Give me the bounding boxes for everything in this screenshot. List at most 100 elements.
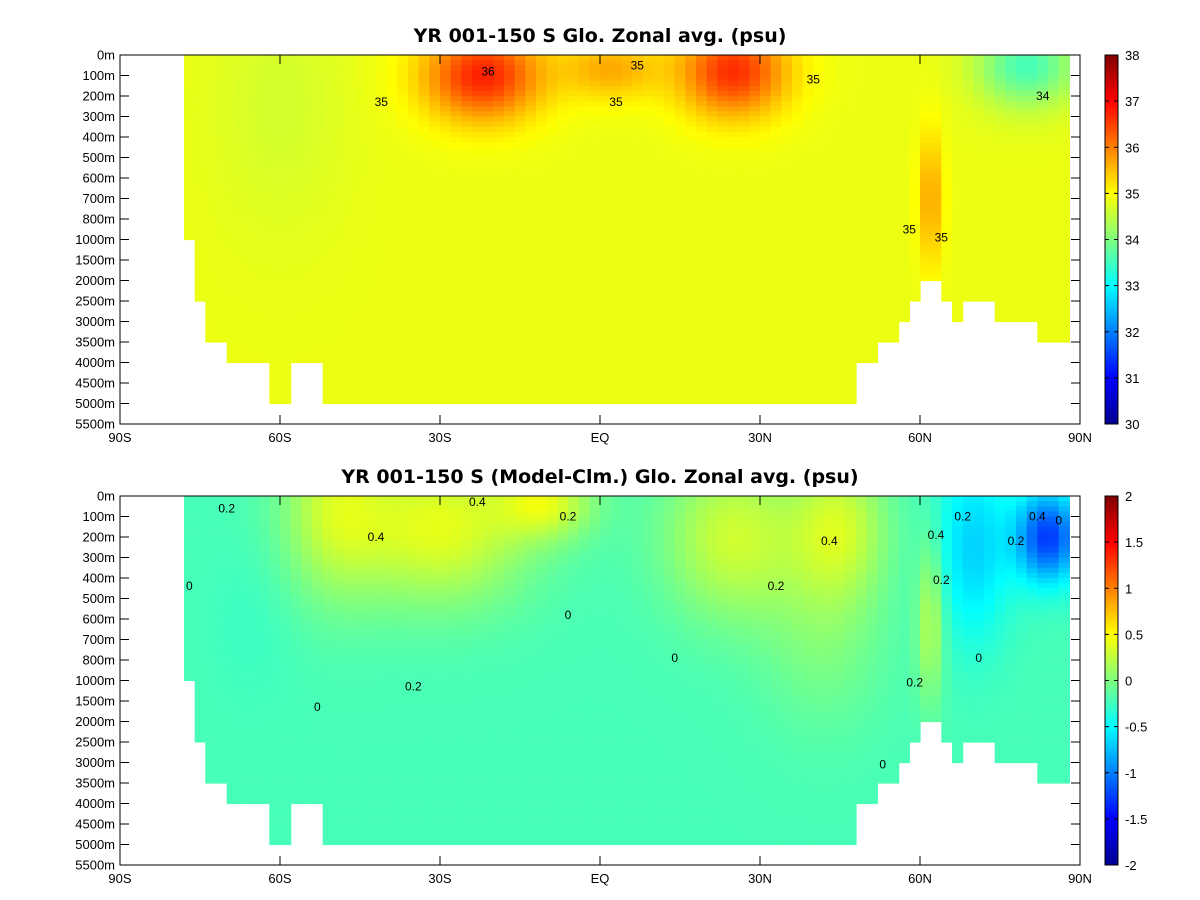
field-cell: [482, 137, 494, 143]
field-cell: [386, 111, 398, 118]
field-cell: [184, 157, 196, 164]
field-cell: [216, 121, 228, 128]
field-cell: [845, 254, 857, 261]
field-cell: [408, 116, 420, 123]
field-cell: [493, 249, 505, 256]
field-cell: [738, 188, 750, 194]
field-cell: [824, 239, 836, 246]
field-cell: [834, 213, 846, 220]
field-cell: [642, 342, 654, 348]
field-cell: [664, 90, 676, 97]
field-cell: [941, 96, 953, 102]
field-cell: [856, 224, 868, 230]
field-cell: [696, 60, 708, 66]
field-cell: [354, 249, 366, 256]
field-cell: [984, 193, 996, 200]
field-cell: [1016, 311, 1028, 317]
field-cell: [813, 254, 825, 261]
field-cell: [845, 362, 857, 369]
field-cell: [322, 157, 334, 164]
field-cell: [440, 336, 452, 343]
field-cell: [866, 75, 878, 82]
field-cell: [802, 270, 814, 276]
field-cell: [258, 90, 270, 97]
field-cell: [301, 142, 313, 148]
field-cell: [386, 126, 398, 133]
field-cell: [333, 208, 345, 215]
field-cell: [962, 260, 974, 266]
field-cell: [514, 111, 526, 118]
field-cell: [685, 60, 697, 66]
field-cell: [770, 213, 782, 220]
field-cell: [984, 121, 996, 128]
field-cell: [344, 377, 356, 384]
field-cell: [706, 393, 718, 399]
field-cell: [856, 137, 868, 143]
field-cell: [546, 275, 558, 282]
field-cell: [525, 326, 537, 333]
field-cell: [1005, 208, 1017, 215]
field-cell: [525, 249, 537, 256]
field-cell: [184, 96, 196, 102]
field-cell: [482, 342, 494, 348]
field-cell: [866, 295, 878, 302]
field-cell: [781, 116, 793, 123]
field-cell: [344, 126, 356, 133]
field-cell: [738, 224, 750, 230]
field-cell: [258, 295, 270, 302]
field-cell: [504, 270, 516, 276]
field-cell: [898, 85, 910, 92]
field-cell: [557, 249, 569, 256]
field-cell: [280, 290, 292, 297]
field-cell: [728, 336, 740, 343]
field-cell: [728, 106, 740, 112]
field-cell: [525, 398, 537, 405]
field-cell: [621, 106, 633, 112]
field-cell: [589, 295, 601, 302]
field-cell: [376, 290, 388, 297]
field-cell: [376, 388, 388, 394]
field-cell: [738, 265, 750, 271]
field-cell: [194, 75, 206, 82]
field-cell: [866, 203, 878, 210]
field-cell: [557, 357, 569, 364]
field-cell: [269, 106, 281, 112]
field-cell: [813, 157, 825, 164]
field-cell: [269, 75, 281, 82]
field-cell: [653, 377, 665, 384]
field-cell: [237, 162, 249, 169]
field-cell: [973, 198, 985, 205]
field-cell: [877, 183, 889, 189]
field-cell: [717, 388, 729, 394]
field-cell: [408, 224, 420, 230]
field-cell: [1005, 96, 1017, 102]
field-cell: [514, 342, 526, 348]
field-cell: [632, 326, 644, 333]
field-cell: [760, 311, 772, 317]
field-cell: [269, 301, 281, 307]
field-cell: [344, 101, 356, 107]
field-cell: [973, 126, 985, 133]
field-cell: [429, 352, 441, 358]
field-cell: [461, 326, 473, 333]
field-cell: [973, 162, 985, 169]
field-cell: [301, 167, 313, 174]
field-cell: [792, 295, 804, 302]
field-cell: [685, 96, 697, 102]
field-cell: [674, 172, 686, 179]
field-cell: [909, 193, 921, 200]
field-cell: [440, 301, 452, 307]
field-cell: [674, 183, 686, 189]
field-cell: [429, 367, 441, 374]
field-cell: [749, 137, 761, 143]
field-cell: [781, 362, 793, 369]
field-cell: [674, 234, 686, 241]
field-cell: [589, 290, 601, 297]
field-cell: [941, 290, 953, 297]
field-cell: [333, 331, 345, 338]
field-cell: [354, 219, 366, 225]
field-cell: [621, 157, 633, 164]
field-cell: [856, 342, 868, 348]
field-cell: [450, 193, 462, 200]
field-cell: [834, 342, 846, 348]
